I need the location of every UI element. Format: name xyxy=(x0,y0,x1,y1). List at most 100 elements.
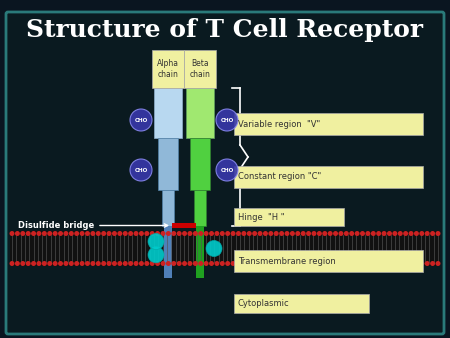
Text: Variable region  "V": Variable region "V" xyxy=(238,120,320,129)
Circle shape xyxy=(188,261,193,266)
Bar xyxy=(234,250,423,272)
Circle shape xyxy=(47,261,52,266)
Circle shape xyxy=(198,261,203,266)
Circle shape xyxy=(425,231,430,236)
Circle shape xyxy=(355,231,360,236)
Circle shape xyxy=(26,261,31,266)
Circle shape xyxy=(317,261,322,266)
Circle shape xyxy=(398,261,403,266)
Circle shape xyxy=(268,231,273,236)
Circle shape xyxy=(317,231,322,236)
Circle shape xyxy=(376,231,381,236)
Circle shape xyxy=(74,261,79,266)
Circle shape xyxy=(409,261,414,266)
Circle shape xyxy=(80,231,85,236)
Circle shape xyxy=(209,261,214,266)
Circle shape xyxy=(382,261,387,266)
Circle shape xyxy=(128,231,133,236)
Circle shape xyxy=(376,261,381,266)
Circle shape xyxy=(425,261,430,266)
Circle shape xyxy=(117,231,122,236)
Circle shape xyxy=(139,231,144,236)
Circle shape xyxy=(230,261,236,266)
Circle shape xyxy=(220,261,225,266)
Circle shape xyxy=(90,231,95,236)
Circle shape xyxy=(53,261,58,266)
Circle shape xyxy=(333,261,338,266)
Circle shape xyxy=(220,231,225,236)
Circle shape xyxy=(236,231,241,236)
Circle shape xyxy=(74,231,79,236)
Circle shape xyxy=(387,261,392,266)
Bar xyxy=(172,223,196,228)
Bar xyxy=(154,88,182,138)
Circle shape xyxy=(166,231,171,236)
Circle shape xyxy=(123,231,128,236)
Circle shape xyxy=(436,261,441,266)
Circle shape xyxy=(148,247,164,263)
Circle shape xyxy=(90,261,95,266)
Circle shape xyxy=(36,261,41,266)
Circle shape xyxy=(58,261,63,266)
Circle shape xyxy=(193,261,198,266)
Circle shape xyxy=(188,231,193,236)
Circle shape xyxy=(279,231,284,236)
Circle shape xyxy=(360,261,365,266)
Bar xyxy=(10,231,440,266)
Circle shape xyxy=(257,261,262,266)
Circle shape xyxy=(117,261,122,266)
Bar xyxy=(152,50,184,88)
Circle shape xyxy=(295,261,300,266)
Circle shape xyxy=(128,261,133,266)
Circle shape xyxy=(63,261,68,266)
Circle shape xyxy=(214,261,220,266)
Circle shape xyxy=(263,261,268,266)
Circle shape xyxy=(9,261,14,266)
Circle shape xyxy=(204,261,209,266)
Circle shape xyxy=(161,261,166,266)
Bar xyxy=(162,190,174,226)
Circle shape xyxy=(279,261,284,266)
Circle shape xyxy=(58,231,63,236)
Circle shape xyxy=(101,231,106,236)
Circle shape xyxy=(225,261,230,266)
Circle shape xyxy=(148,234,164,249)
Circle shape xyxy=(311,261,316,266)
Circle shape xyxy=(382,231,387,236)
Circle shape xyxy=(182,261,187,266)
Text: Cytoplasmic: Cytoplasmic xyxy=(238,299,290,308)
Circle shape xyxy=(101,261,106,266)
Circle shape xyxy=(15,261,20,266)
Circle shape xyxy=(150,231,155,236)
Bar xyxy=(234,294,369,313)
Circle shape xyxy=(150,261,155,266)
Circle shape xyxy=(344,261,349,266)
Circle shape xyxy=(112,261,117,266)
Circle shape xyxy=(107,261,112,266)
Circle shape xyxy=(284,261,289,266)
Text: Hinge  "H ": Hinge "H " xyxy=(238,213,284,222)
Circle shape xyxy=(155,261,160,266)
Circle shape xyxy=(216,159,238,181)
Circle shape xyxy=(387,231,392,236)
Circle shape xyxy=(241,261,246,266)
Circle shape xyxy=(241,231,246,236)
Circle shape xyxy=(216,109,238,131)
Circle shape xyxy=(96,231,101,236)
Circle shape xyxy=(47,231,52,236)
Circle shape xyxy=(436,231,441,236)
Text: Alpha
chain: Alpha chain xyxy=(157,59,179,79)
Circle shape xyxy=(130,109,152,131)
Circle shape xyxy=(333,231,338,236)
Circle shape xyxy=(144,231,149,236)
Circle shape xyxy=(306,231,311,236)
Circle shape xyxy=(155,231,160,236)
Circle shape xyxy=(69,261,74,266)
Bar xyxy=(234,166,423,188)
Circle shape xyxy=(42,231,47,236)
Bar xyxy=(234,208,344,226)
Circle shape xyxy=(204,231,209,236)
Bar xyxy=(184,50,216,88)
Text: CHO: CHO xyxy=(135,118,148,122)
Circle shape xyxy=(214,231,220,236)
